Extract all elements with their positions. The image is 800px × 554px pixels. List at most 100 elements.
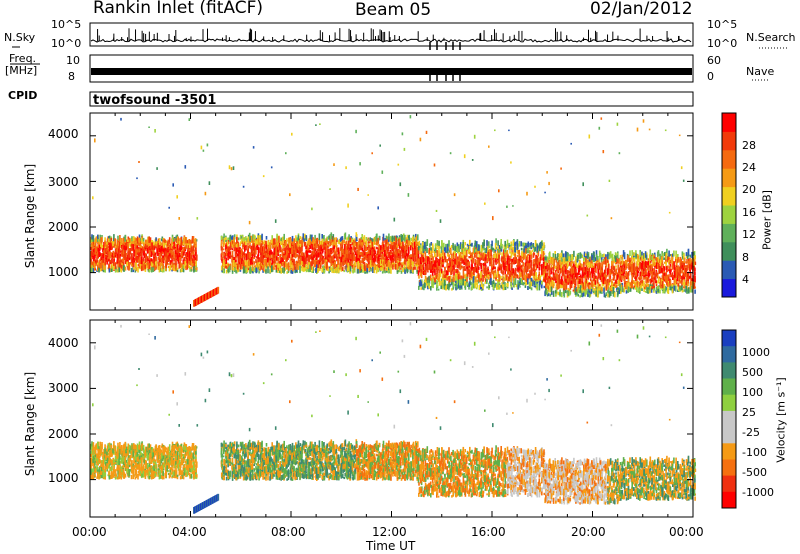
power-echo-cell	[269, 260, 272, 267]
power-echo-cell	[516, 264, 518, 267]
power-echo-cell	[279, 264, 281, 271]
xtick-0000: 00:00	[72, 525, 107, 539]
power-echo-cell	[332, 244, 334, 248]
power-echo-cell	[391, 245, 394, 252]
power-echo-cell	[486, 278, 488, 284]
power-echo-cell	[528, 263, 530, 270]
power-echo-cell	[238, 262, 240, 268]
beam-label: Beam 05	[355, 0, 432, 20]
power-echo-cell	[178, 252, 181, 258]
power-echo-cell	[187, 245, 190, 251]
xtick-0400: 04:00	[172, 525, 207, 539]
power-echo-cell	[299, 265, 301, 274]
power-echo-cell	[488, 285, 491, 289]
power-echo-cell	[102, 255, 104, 263]
power-echo-cell	[321, 234, 323, 240]
power-echo-cell	[398, 262, 401, 269]
power-echo-cell	[267, 266, 269, 274]
power-echo-cell	[262, 257, 264, 265]
power-echo-cell	[169, 262, 171, 266]
power-echo-cell	[541, 270, 543, 275]
power-echo-cell	[344, 232, 347, 240]
power-echo-cell	[315, 240, 318, 245]
power-echo-cell	[426, 263, 428, 269]
power-echo-cell	[262, 175, 265, 178]
power-echo-cell	[399, 258, 402, 262]
power-echo-cell	[492, 216, 494, 221]
power-echo-cell	[344, 243, 346, 249]
power-echo-cell	[399, 182, 402, 187]
power-echo-cell	[148, 240, 151, 243]
power-echo-cell	[271, 259, 274, 265]
power-echo-cell	[384, 259, 387, 265]
power-echo-cell	[488, 245, 490, 249]
power-echo-cell	[470, 264, 473, 270]
power-echo-cell	[293, 259, 295, 266]
power-echo-cell	[263, 240, 265, 244]
power-echo-cell	[372, 253, 375, 256]
power-echo-cell	[478, 266, 480, 270]
power-echo-cell	[264, 259, 266, 267]
power-echo-cell	[158, 263, 161, 266]
power-echo-cell	[253, 252, 255, 257]
power-echo-cell	[527, 286, 529, 290]
power-echo-cell	[369, 237, 372, 240]
power-echo-cell	[483, 239, 485, 247]
power-echo-cell	[279, 255, 281, 258]
power-echo-cell	[258, 261, 260, 267]
power-echo-cell	[384, 265, 386, 270]
power-echo-cell	[401, 264, 404, 270]
power-echo-cell	[396, 258, 398, 263]
power-echo-cell	[245, 261, 247, 266]
power-echo-cell	[272, 242, 274, 248]
power-echo-cell	[380, 250, 383, 253]
power-echo-cell	[143, 244, 146, 250]
power-echo-cell	[305, 267, 307, 270]
power-echo-cell	[533, 252, 535, 256]
power-echo-cell	[183, 257, 186, 264]
power-echo-cell	[134, 255, 137, 260]
power-echo-cell	[484, 281, 487, 284]
power-echo-cell	[136, 177, 138, 180]
power-echo-cell	[392, 264, 395, 267]
power-echo-cell	[136, 240, 138, 247]
power-echo-cell	[260, 243, 263, 248]
power-echo-cell	[332, 270, 334, 274]
freq-label: Freq.	[9, 52, 37, 65]
power-echo-cell	[118, 246, 121, 253]
power-echo-cell	[274, 257, 277, 264]
power-echo-cell	[376, 266, 378, 270]
power-echo-cell	[339, 237, 342, 242]
power-echo-cell	[108, 235, 111, 241]
power-echo-cell	[127, 251, 129, 259]
power-echo-cell	[189, 239, 192, 247]
xtick-1200: 12:00	[372, 525, 407, 539]
power-echo-cell	[101, 245, 103, 249]
power-echo-cell	[302, 259, 304, 264]
power-echo-cell	[450, 245, 453, 249]
power-echo-cell	[279, 260, 282, 265]
power-echo-cell	[394, 263, 397, 270]
power-echo-cell	[188, 118, 191, 121]
power-echo-cell	[328, 249, 330, 255]
power-echo-cell	[273, 251, 275, 259]
power-echo-cell	[281, 258, 284, 263]
power-echo-cell	[404, 254, 407, 261]
power-echo-cell	[139, 263, 142, 270]
power-echo-cell	[274, 238, 276, 245]
power-echo-cell	[436, 257, 438, 261]
power-echo-cell	[153, 246, 155, 250]
power-echo-cell	[297, 262, 300, 270]
power-echo-cell	[377, 265, 380, 268]
power-echo-cell	[271, 265, 273, 273]
power-echo-cell	[309, 244, 311, 249]
power-echo-cell	[339, 247, 342, 251]
power-echo-cell	[90, 250, 92, 257]
power-echo-cell	[275, 265, 277, 270]
power-echo-cell	[233, 260, 235, 267]
power-echo-cell	[392, 245, 395, 252]
power-echo-cell	[231, 258, 233, 263]
power-echo-cell	[411, 268, 414, 273]
power-echo-cell	[385, 243, 388, 249]
power-echo-cell	[176, 195, 178, 199]
